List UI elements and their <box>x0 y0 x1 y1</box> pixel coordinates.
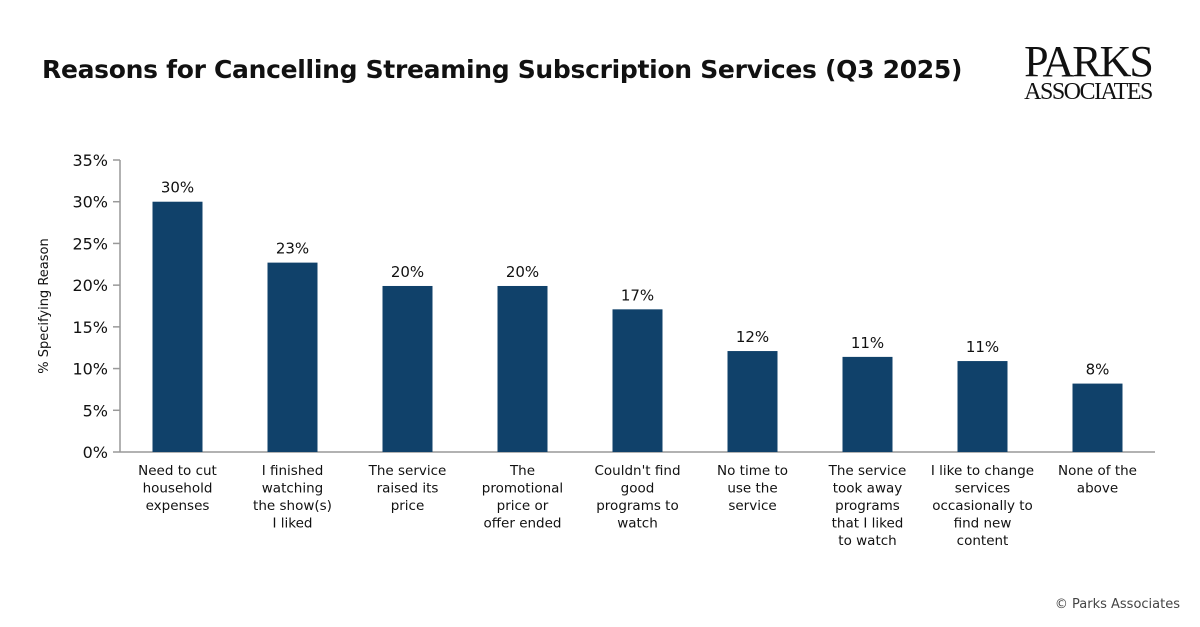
logo-line2: ASSOCIATES <box>1024 79 1153 105</box>
y-axis-label: % Specifying Reason <box>37 238 52 373</box>
logo-line1: PARKS <box>1024 37 1154 86</box>
data-label: 20% <box>506 263 539 281</box>
bar <box>1072 383 1123 452</box>
copyright: © Parks Associates <box>1054 597 1180 612</box>
bar <box>612 309 663 452</box>
bar <box>842 356 893 452</box>
data-label: 30% <box>161 179 194 197</box>
parks-associates-logo: PARKS ASSOCIATES <box>1018 37 1158 105</box>
category-label: The service raised its price <box>368 463 447 514</box>
data-label: 23% <box>276 240 309 258</box>
bar <box>382 285 433 452</box>
category-label: Need to cut household expenses <box>138 463 217 514</box>
category-label: The promotional price or offer ended <box>482 463 563 532</box>
bar <box>152 201 203 452</box>
data-label: 12% <box>736 328 769 346</box>
y-tick-label: 5% <box>83 401 108 420</box>
category-label: I finished watching the show(s) I liked <box>253 463 332 532</box>
bar <box>727 351 778 452</box>
bar <box>957 361 1008 452</box>
bar <box>267 262 318 452</box>
y-tick-label: 30% <box>72 193 108 212</box>
category-label: I like to change services occasionally to f… <box>931 463 1034 549</box>
chart-title: Reasons for Cancelling Streaming Subscri… <box>42 55 963 84</box>
data-label: 17% <box>621 286 654 304</box>
category-label: The service took away programs that I liked… <box>828 463 907 549</box>
category-label: None of the above <box>1058 463 1137 497</box>
y-tick-label: 35% <box>72 151 108 170</box>
data-label: 20% <box>391 263 424 281</box>
y-tick-label: 15% <box>72 318 108 337</box>
bar <box>497 285 548 452</box>
data-label: 11% <box>966 338 999 356</box>
category-label: No time to use the service <box>717 463 788 514</box>
y-tick-label: 10% <box>72 360 108 379</box>
data-label: 11% <box>851 334 884 352</box>
y-tick-label: 20% <box>72 276 108 295</box>
data-label: 8% <box>1086 361 1110 379</box>
y-tick-label: 0% <box>83 443 108 462</box>
y-tick-label: 25% <box>72 234 108 253</box>
category-label: Couldn't find good programs to watch <box>594 463 680 532</box>
